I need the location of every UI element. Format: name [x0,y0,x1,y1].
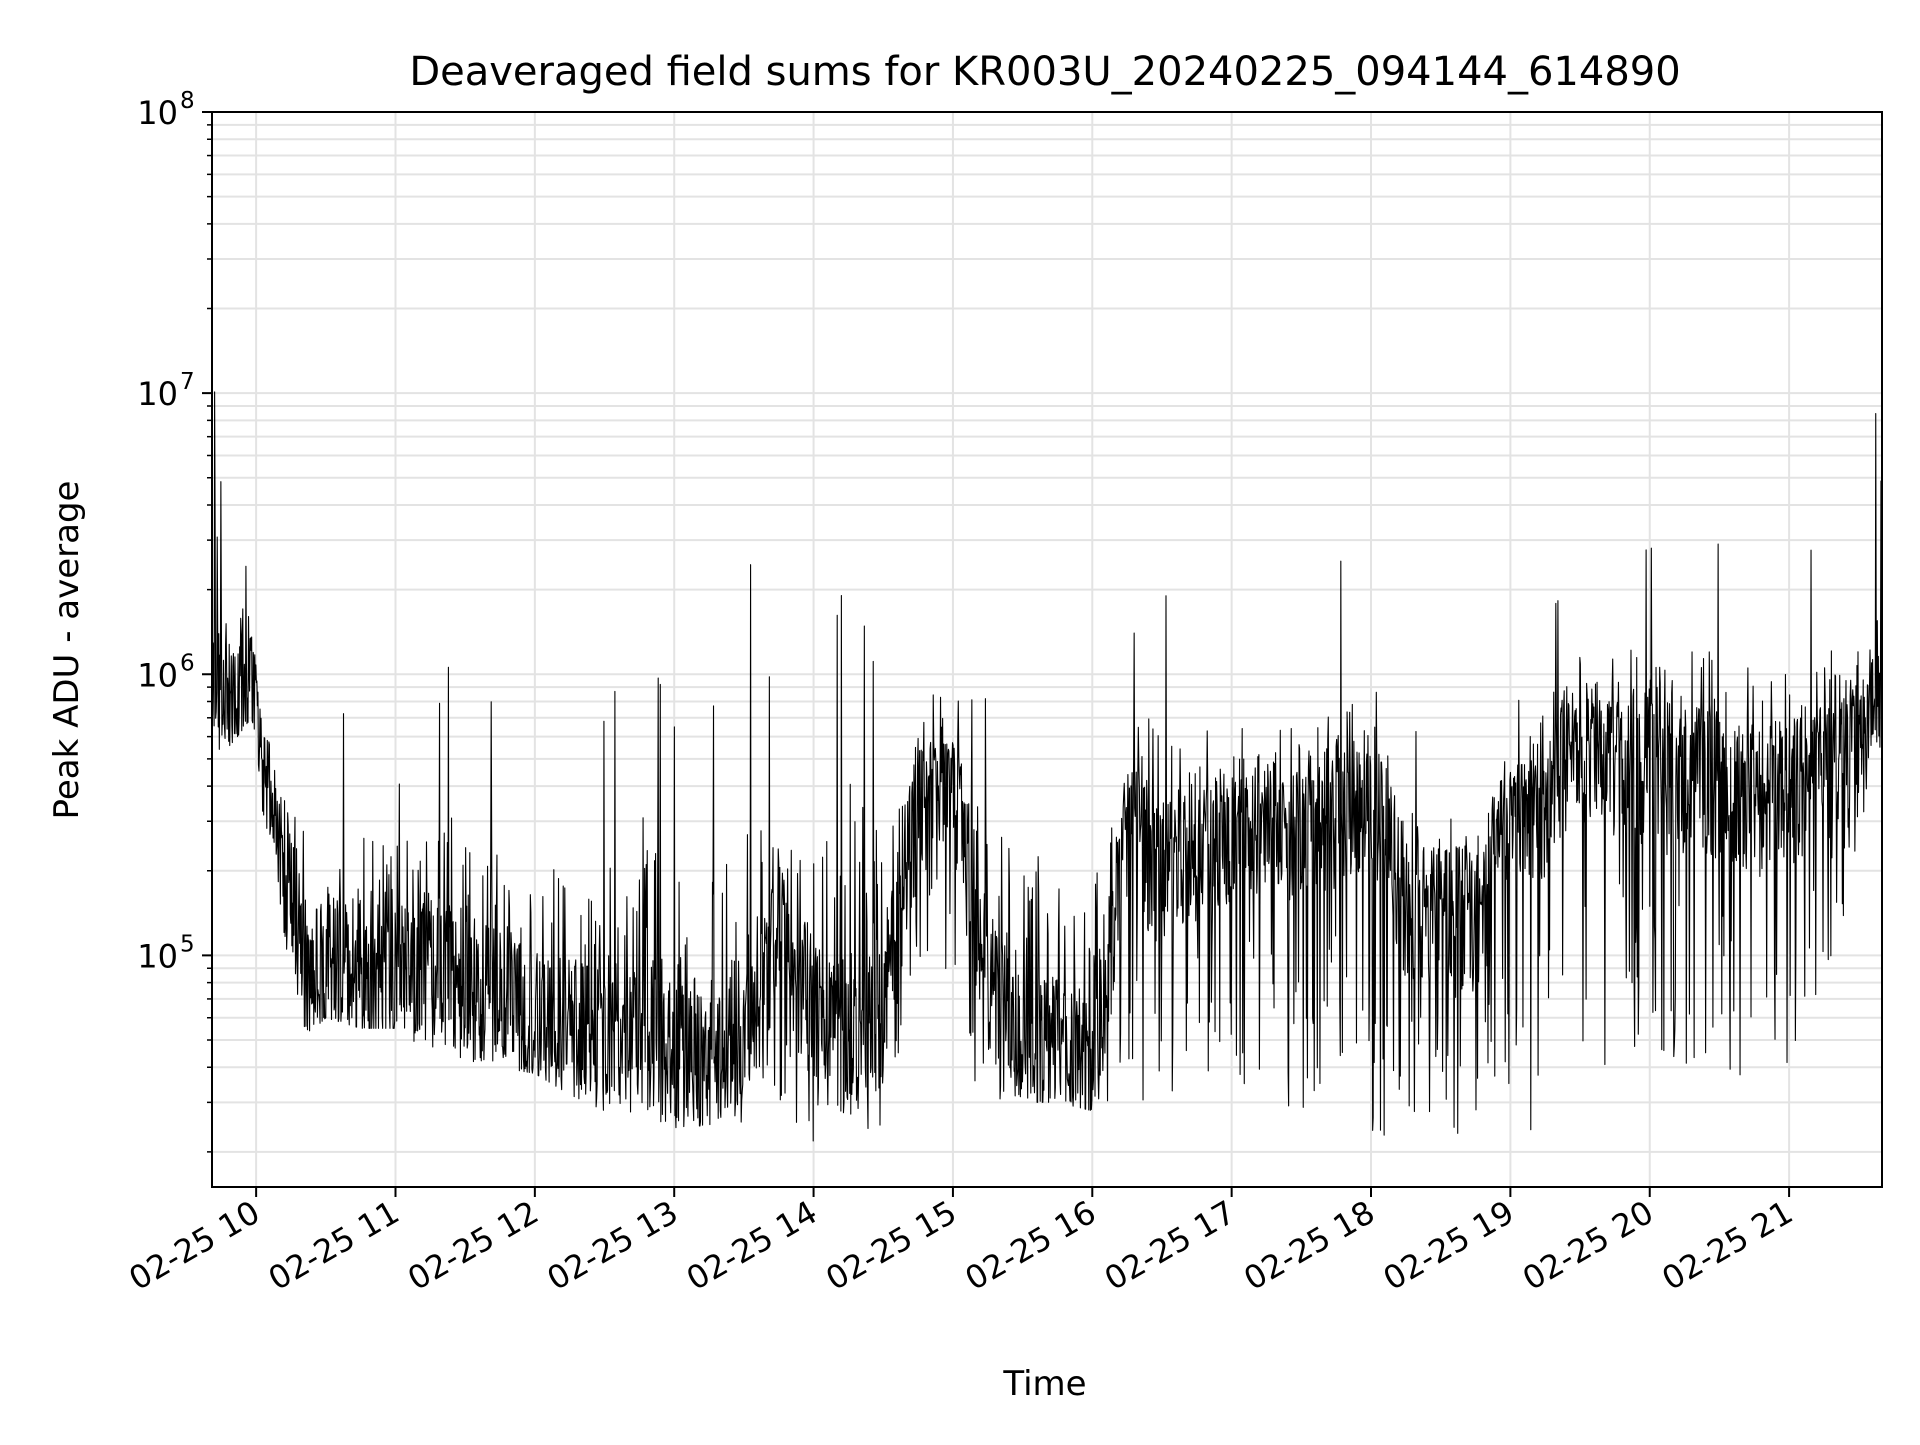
y-tick-label: 10 [137,375,178,413]
y-tick-exponent: 8 [180,88,195,114]
y-tick-label: 10 [137,937,178,975]
y-tick-label: 10 [137,656,178,694]
y-axis-label: Peak ADU - average [47,481,87,820]
chart-title: Deaveraged field sums for KR003U_2024022… [409,49,1680,95]
y-tick-label: 10 [137,94,178,132]
y-tick-exponent: 7 [180,369,195,395]
x-axis-label: Time [1002,1364,1086,1404]
y-tick-exponent: 6 [180,650,195,676]
y-tick-exponent: 5 [180,931,195,957]
plot-area [212,391,1882,1142]
series-layer [212,391,1882,1142]
axes-frame [211,111,1883,1188]
series-line [212,391,1882,1142]
